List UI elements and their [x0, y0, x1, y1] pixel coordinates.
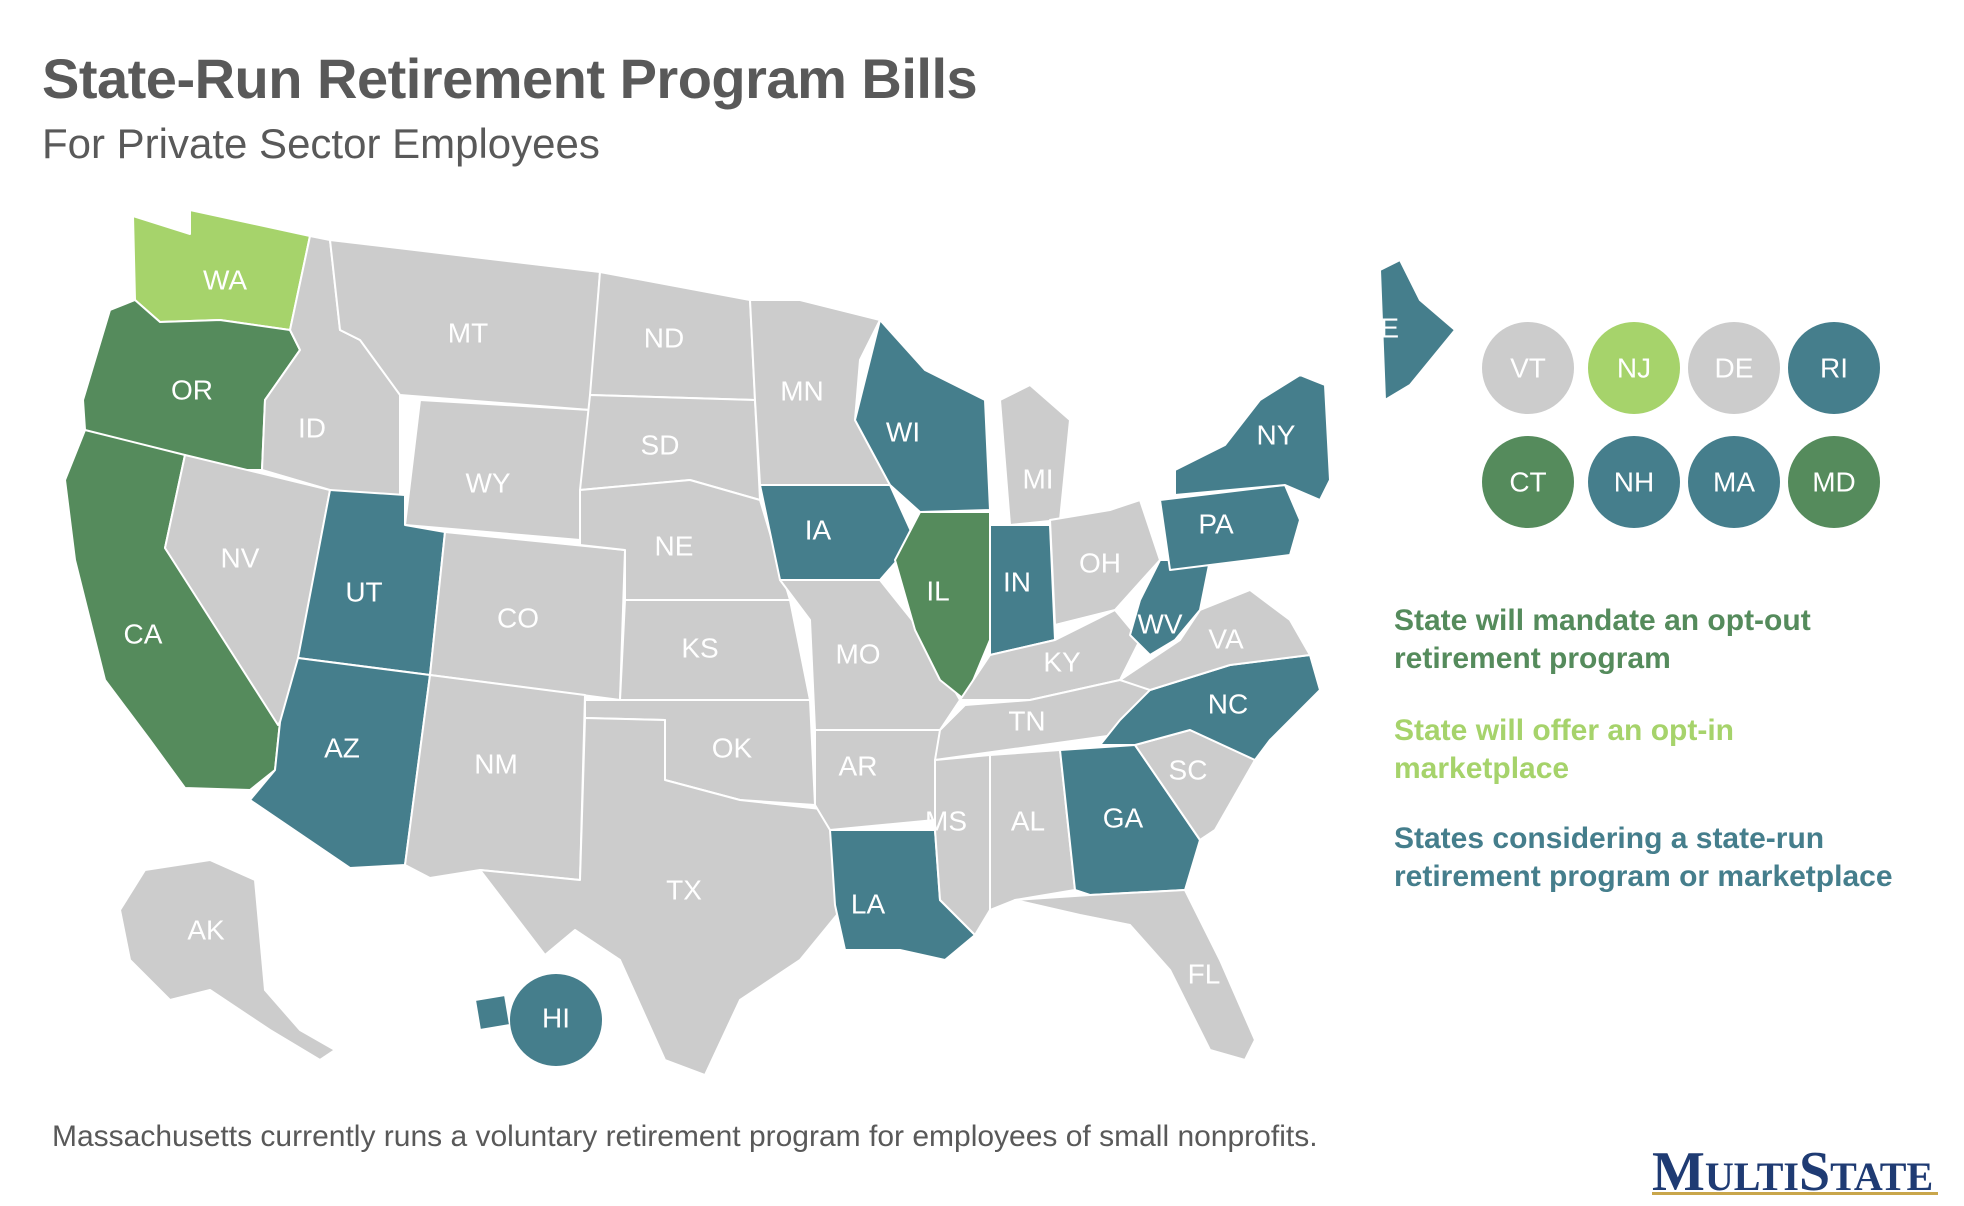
state-label-CO: CO — [497, 602, 539, 633]
state-label-PA: PA — [1198, 508, 1234, 539]
state-label-NC: NC — [1208, 688, 1248, 719]
state-label-NY: NY — [1257, 419, 1296, 450]
state-TX — [479, 717, 846, 1076]
state-label-WV: WV — [1137, 608, 1182, 639]
state-label-AR: AR — [839, 750, 878, 781]
state-AR — [814, 729, 941, 831]
state-label-MO: MO — [835, 638, 880, 669]
state-label-KS: KS — [681, 632, 718, 663]
small-state-label-VT: VT — [1510, 352, 1546, 383]
state-FL — [1014, 889, 1256, 1061]
logo-underline — [1652, 1192, 1938, 1195]
state-label-WI: WI — [886, 416, 920, 447]
state-AK — [119, 859, 336, 1061]
state-label-FL: FL — [1188, 958, 1221, 989]
state-label-ID: ID — [298, 412, 326, 443]
small-state-circle-NH — [1588, 436, 1680, 528]
small-state-circle-CT — [1482, 436, 1574, 528]
small-state-label-CT: CT — [1509, 466, 1546, 497]
state-label-NE: NE — [655, 530, 694, 561]
footnote: Massachusetts currently runs a voluntary… — [52, 1120, 1318, 1153]
small-state-label-DE: DE — [1715, 352, 1754, 383]
small-state-label-MA: MA — [1713, 466, 1755, 497]
state-AL — [989, 749, 1076, 911]
state-label-TX: TX — [666, 874, 702, 905]
state-label-IL: IL — [926, 575, 949, 606]
small-state-label-NJ: NJ — [1617, 352, 1651, 383]
state-label-KY: KY — [1043, 646, 1081, 677]
state-label-AZ: AZ — [324, 732, 360, 763]
state-label-NV: NV — [221, 542, 260, 573]
state-label-MT: MT — [448, 317, 488, 348]
map-subtitle: For Private Sector Employees — [42, 120, 600, 167]
state-label-ME: ME — [1357, 312, 1399, 343]
state-label-OH: OH — [1079, 547, 1121, 578]
map-title: State-Run Retirement Program Bills — [42, 47, 978, 110]
state-label-LA: LA — [851, 888, 886, 919]
state-label-OR: OR — [171, 374, 213, 405]
state-label-SC: SC — [1169, 754, 1208, 785]
state-label-HI: HI — [542, 1002, 570, 1033]
small-state-circle-MA — [1688, 436, 1780, 528]
legend-item-optin: State will offer an opt-in marketplace — [1394, 714, 1735, 785]
state-label-WA: WA — [203, 264, 247, 295]
small-state-circle-MD — [1788, 436, 1880, 528]
small-state-circle-NJ — [1588, 322, 1680, 414]
state-label-GA: GA — [1103, 802, 1144, 833]
state-label-UT: UT — [345, 576, 382, 607]
state-label-TN: TN — [1008, 705, 1045, 736]
small-state-label-RI: RI — [1820, 352, 1848, 383]
small-state-circle-DE — [1688, 322, 1780, 414]
state-label-SD: SD — [641, 429, 680, 460]
small-state-label-MD: MD — [1812, 466, 1856, 497]
state-label-AK: AK — [187, 914, 225, 945]
state-label-WY: WY — [465, 467, 510, 498]
state-label-IA: IA — [805, 514, 832, 545]
state-label-MN: MN — [780, 375, 824, 406]
state-ME — [1379, 259, 1456, 401]
state-label-ND: ND — [644, 322, 684, 353]
state-label-IN: IN — [1003, 566, 1031, 597]
small-state-circle-RI — [1788, 322, 1880, 414]
state-HI-callout — [510, 974, 602, 1066]
state-MO — [779, 579, 961, 731]
state-label-OK: OK — [712, 732, 753, 763]
state-label-MS: MS — [925, 805, 967, 836]
state-label-CA: CA — [124, 618, 163, 649]
state-label-NM: NM — [474, 748, 518, 779]
state-IA — [759, 484, 916, 581]
small-state-circle-VT — [1482, 322, 1574, 414]
state-NY — [1174, 374, 1331, 501]
state-HI — [474, 994, 511, 1031]
small-state-label-NH: NH — [1614, 466, 1654, 497]
state-VA — [1119, 589, 1311, 691]
state-label-MI: MI — [1022, 463, 1053, 494]
state-MI — [999, 384, 1071, 526]
legend-item-considering: States considering a state-run retiremen… — [1394, 822, 1893, 893]
legend-item-mandate: State will mandate an opt-out retirement… — [1394, 604, 1811, 675]
state-label-VA: VA — [1208, 623, 1244, 654]
state-label-AL: AL — [1011, 805, 1045, 836]
